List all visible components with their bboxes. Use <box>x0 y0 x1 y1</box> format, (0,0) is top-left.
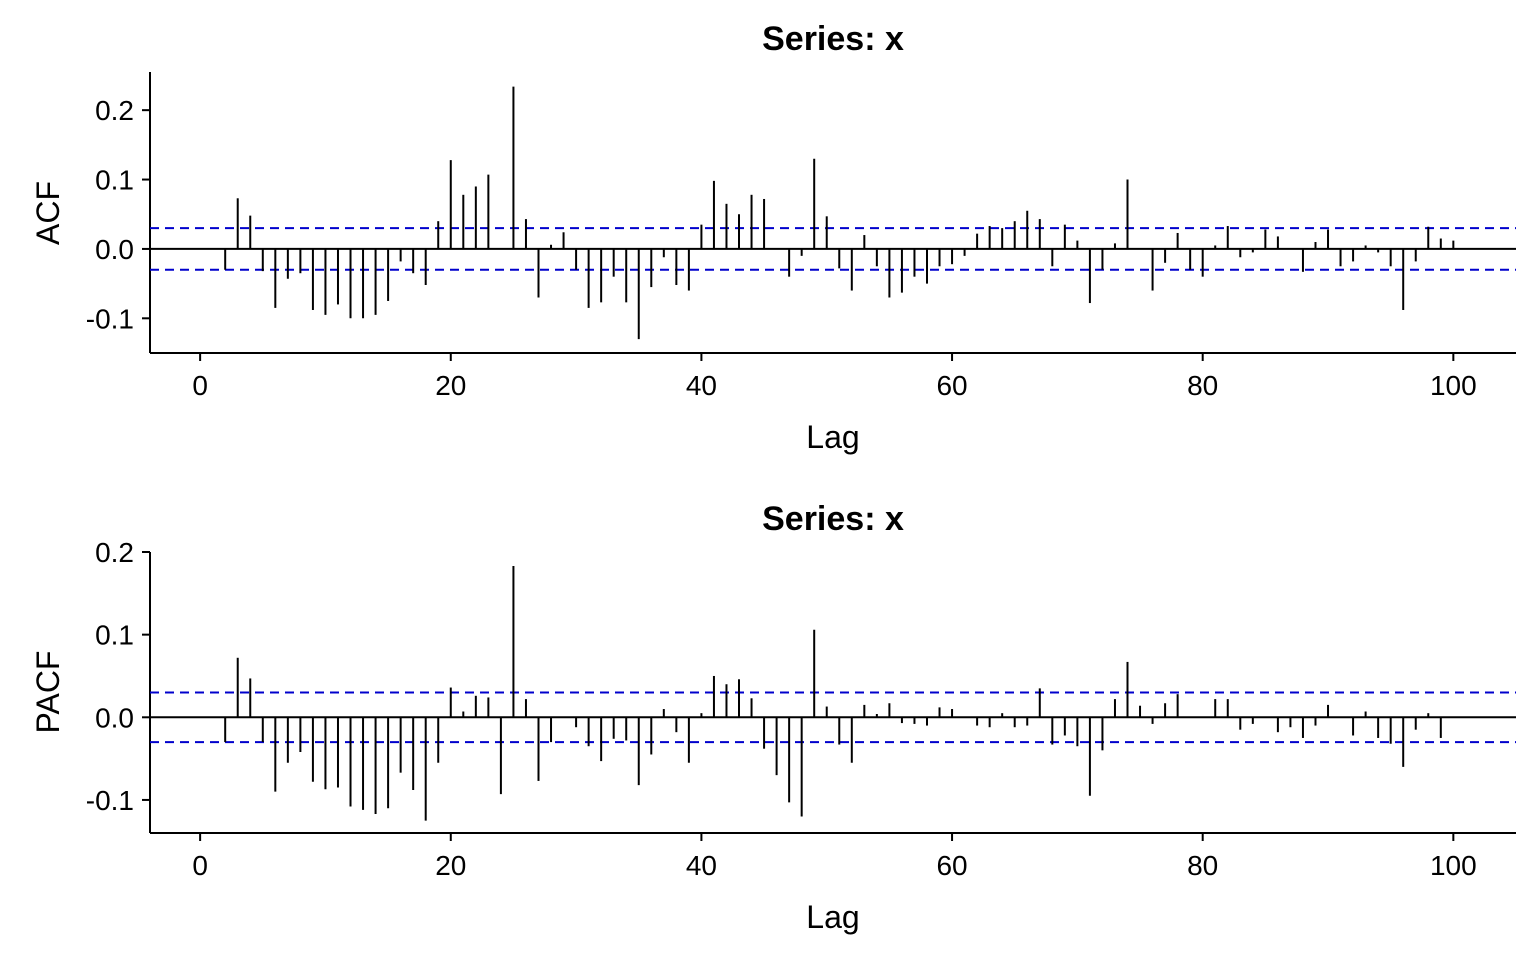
y-tick-label: 0.0 <box>95 702 134 733</box>
y-axis-label: ACF <box>30 181 66 245</box>
y-tick-label: 0.2 <box>95 95 134 126</box>
x-tick-label: 20 <box>435 850 466 881</box>
x-tick-label: 80 <box>1187 370 1218 401</box>
y-tick-label: -0.1 <box>86 303 134 334</box>
x-tick-label: 0 <box>192 370 208 401</box>
x-tick-label: 60 <box>936 850 967 881</box>
y-tick-label: 0.2 <box>95 537 134 568</box>
acf-panel: Series: x ACF Lag 0 20 40 60 80 100 -0.1 0.0 0.1… <box>30 20 1516 455</box>
y-tick-label: 0.1 <box>95 165 134 196</box>
x-axis-label: Lag <box>806 899 859 935</box>
y-tick-label: 0.0 <box>95 234 134 265</box>
pacf-panel: Series: x PACF Lag 0 20 40 60 80 100 -0.1 0.0 0.… <box>30 500 1516 935</box>
x-tick-label: 0 <box>192 850 208 881</box>
x-axis-label: Lag <box>806 419 859 455</box>
x-tick-label: 80 <box>1187 850 1218 881</box>
y-tick-label: -0.1 <box>86 785 134 816</box>
x-tick-label: 60 <box>936 370 967 401</box>
pacf-marks: 0 20 40 60 80 100 -0.1 0.0 0.1 0.2 <box>86 537 1516 881</box>
x-tick-label: 40 <box>686 850 717 881</box>
chart-title: Series: x <box>762 500 904 538</box>
y-tick-label: 0.1 <box>95 620 134 651</box>
chart-title: Series: x <box>762 20 904 58</box>
acf-marks: 0 20 40 60 80 100 -0.1 0.0 0.1 0.2 <box>86 72 1516 401</box>
y-axis-label: PACF <box>30 651 66 734</box>
x-tick-label: 100 <box>1430 370 1477 401</box>
x-tick-label: 100 <box>1430 850 1477 881</box>
x-tick-label: 40 <box>686 370 717 401</box>
x-tick-label: 20 <box>435 370 466 401</box>
